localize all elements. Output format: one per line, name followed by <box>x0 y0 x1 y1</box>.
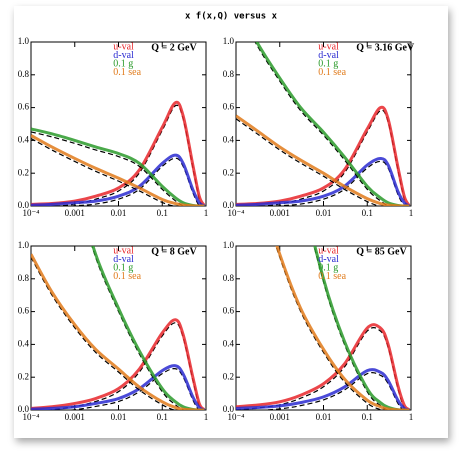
y-tick-label: 0.4 <box>223 134 235 144</box>
annotation: Q = 8 GeV <box>151 246 197 257</box>
curves <box>31 100 206 206</box>
legend-label: 0.1 g <box>113 58 133 69</box>
series-line <box>275 246 409 410</box>
y-tick-label: 0.4 <box>223 338 235 348</box>
legend-label: 0.1 g <box>318 262 338 273</box>
x-tick-label: 0.001 <box>65 208 85 218</box>
reference-curve <box>31 256 176 410</box>
x-tick-label: 1 <box>409 208 414 218</box>
plot-area <box>235 41 412 207</box>
legend-label: u-val <box>318 245 339 256</box>
panel: 0.0 0.2 0.4 0.6 0.8 1.0 10⁻⁴ 0.001 0.01 0.1 1 u-val… <box>18 240 209 422</box>
y-tick-label: 1.0 <box>18 36 30 46</box>
annotation: Q = 3.16 GeV <box>356 42 415 53</box>
y-tick-label: 0.2 <box>223 167 234 177</box>
y-tick-label: 0.8 <box>18 69 30 79</box>
annotation: Q = 2 GeV <box>151 42 197 53</box>
y-tick-label: 0.2 <box>223 371 234 381</box>
panel: 0.0 0.2 0.4 0.6 0.8 1.0 10⁻⁴ 0.001 0.01 0.1 1 u-val… <box>18 36 209 218</box>
curves <box>236 42 411 206</box>
x-tick-label: 0.1 <box>157 208 168 218</box>
reference-curve <box>268 160 406 206</box>
x-tick-label: 0.001 <box>270 412 290 422</box>
x-tick-label: 0.001 <box>270 208 290 218</box>
legend-label: u-val <box>113 41 134 52</box>
series-line <box>236 114 409 206</box>
legend-label: d-val <box>318 254 339 265</box>
x-tick-label: 10⁻⁴ <box>23 208 40 218</box>
curves <box>31 246 206 410</box>
x-tick-label: 0.01 <box>111 208 127 218</box>
curves <box>236 246 411 410</box>
y-tick-label: 0.0 <box>18 200 30 210</box>
series-line <box>236 323 411 410</box>
y-tick-label: 0.6 <box>223 102 235 112</box>
y-tick-label: 0.4 <box>18 134 30 144</box>
y-tick-label: 0.2 <box>18 167 29 177</box>
legend-label: d-val <box>113 50 134 61</box>
series-line <box>31 364 205 410</box>
x-tick-label: 1 <box>204 412 209 422</box>
series-line <box>31 134 204 206</box>
y-tick-label: 0.2 <box>18 371 29 381</box>
y-tick-label: 1.0 <box>18 240 30 250</box>
legend-label: d-val <box>318 50 339 61</box>
x-tick-label: 10⁻⁴ <box>228 208 245 218</box>
legend-label: 0.1 g <box>113 262 133 273</box>
reference-curve <box>255 372 404 410</box>
legend-label: d-val <box>113 254 134 265</box>
legend-label: 0.1 g <box>318 58 338 69</box>
x-tick-label: 1 <box>409 412 414 422</box>
x-tick-label: 0.001 <box>65 412 85 422</box>
panel: 0.0 0.2 0.4 0.6 0.8 1.0 10⁻⁴ 0.001 0.01 0.1 1 u-val… <box>223 240 414 422</box>
panel: 0.0 0.2 0.4 0.6 0.8 1.0 10⁻⁴ 0.001 0.01 0.1 1 u-val… <box>223 36 415 218</box>
series-line <box>31 318 206 410</box>
x-tick-label: 0.1 <box>157 412 168 422</box>
legend-label: 0.1 sea <box>318 67 346 78</box>
series-line <box>31 253 204 410</box>
x-tick-label: 0.01 <box>316 412 332 422</box>
x-tick-label: 0.01 <box>316 208 332 218</box>
x-tick-label: 0.1 <box>362 412 373 422</box>
series-line <box>236 368 410 410</box>
plot-area <box>30 245 207 411</box>
y-tick-label: 0.6 <box>223 306 235 316</box>
x-tick-label: 0.01 <box>111 412 127 422</box>
legend-label: u-val <box>318 41 339 52</box>
legend-label: 0.1 sea <box>113 67 141 78</box>
legend-label: u-val <box>113 245 134 256</box>
x-tick-label: 0.1 <box>362 208 373 218</box>
y-tick-label: 0.0 <box>223 404 235 414</box>
legend-label: 0.1 sea <box>113 271 141 282</box>
y-tick-label: 0.8 <box>223 69 235 79</box>
annotation: Q = 85 GeV <box>356 246 407 257</box>
y-tick-label: 0.8 <box>18 273 30 283</box>
y-tick-label: 0.6 <box>18 306 30 316</box>
figure-title: x f(x,Q) versus x <box>185 12 278 22</box>
y-tick-label: 0.6 <box>18 102 30 112</box>
y-tick-label: 0.0 <box>18 404 30 414</box>
y-tick-label: 1.0 <box>223 240 235 250</box>
reference-curve <box>236 118 381 206</box>
x-tick-label: 10⁻⁴ <box>23 412 40 422</box>
y-tick-label: 1.0 <box>223 36 235 46</box>
y-tick-label: 0.8 <box>223 273 235 283</box>
reference-curve <box>31 131 186 206</box>
reference-curve <box>254 42 391 206</box>
x-tick-label: 10⁻⁴ <box>228 412 245 422</box>
y-tick-label: 0.4 <box>18 338 30 348</box>
y-tick-label: 0.0 <box>223 200 235 210</box>
legend-label: 0.1 sea <box>318 271 346 282</box>
x-tick-label: 1 <box>204 208 209 218</box>
